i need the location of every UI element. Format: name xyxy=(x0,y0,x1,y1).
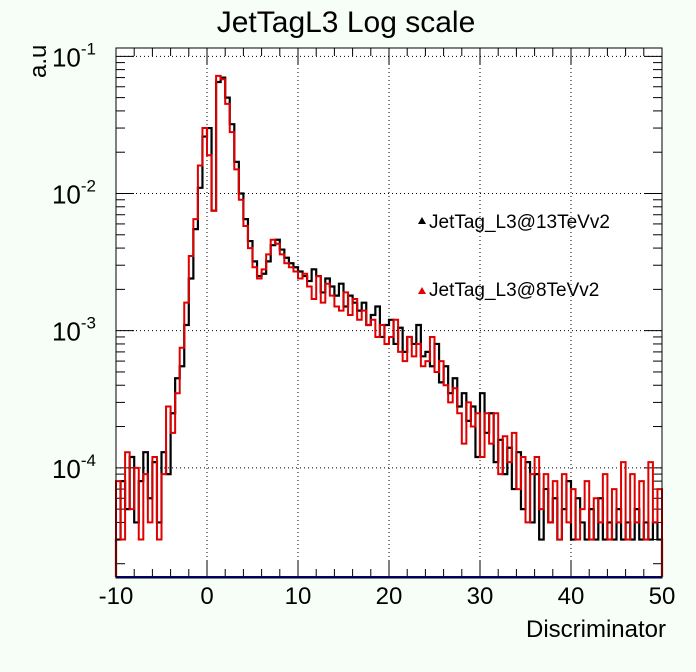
y-tick-base: 10 xyxy=(52,454,81,484)
y-tick-exponent: -3 xyxy=(81,314,96,333)
x-axis-label: Discriminator xyxy=(526,616,666,643)
x-tick-label: 20 xyxy=(376,583,403,610)
y-tick-label: 10-1 xyxy=(52,39,96,72)
legend: JetTag_L3@13TeVv2 JetTag_L3@8TeVv2 xyxy=(418,212,610,301)
x-tick-label: 30 xyxy=(467,583,494,610)
x-tick-label: -10 xyxy=(99,583,134,610)
x-tick-label: 50 xyxy=(649,583,676,610)
y-tick-exponent: -2 xyxy=(81,176,96,195)
series-line-8tev xyxy=(115,74,663,577)
chart-title: JetTagL3 Log scale xyxy=(217,6,476,39)
y-tick-label: 10-3 xyxy=(52,314,96,347)
legend-entry-8tev: JetTag_L3@8TeVv2 xyxy=(418,280,599,301)
x-tick-label: 10 xyxy=(285,583,312,610)
y-tick-labels: 10-410-310-210-1 xyxy=(52,39,96,484)
x-tick-labels: -10 0 10 20 30 40 50 xyxy=(99,583,676,610)
series-group xyxy=(114,74,664,577)
y-tick-exponent: -1 xyxy=(81,39,96,58)
x-tick-label: 0 xyxy=(200,583,213,610)
y-tick-exponent: -4 xyxy=(81,451,96,470)
y-tick-label: 10-2 xyxy=(52,176,96,209)
legend-entry-13tev: JetTag_L3@13TeVv2 xyxy=(418,212,610,233)
plot-frame xyxy=(115,47,663,579)
legend-marker-13tev xyxy=(418,217,426,224)
x-tick-label: 40 xyxy=(558,583,585,610)
y-axis-label: a.u xyxy=(25,45,52,78)
y-tick-base: 10 xyxy=(52,179,81,209)
legend-marker-8tev xyxy=(418,287,426,294)
legend-label-13tev: JetTag_L3@13TeVv2 xyxy=(429,212,610,233)
legend-label-8tev: JetTag_L3@8TeVv2 xyxy=(429,280,599,301)
y-tick-base: 10 xyxy=(52,317,81,347)
y-tick-base: 10 xyxy=(52,42,81,72)
y-tick-label: 10-4 xyxy=(52,451,96,484)
